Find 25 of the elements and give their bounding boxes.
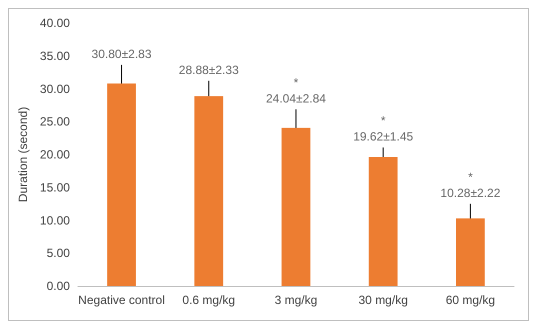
bar xyxy=(368,157,398,286)
y-tick-label: 20.00 xyxy=(40,148,70,162)
bar xyxy=(194,96,224,286)
bar xyxy=(107,83,136,286)
data-label: 28.88±2.33 xyxy=(178,62,240,77)
x-tick-label: 30 mg/kg xyxy=(358,293,408,307)
y-tick-label: 30.00 xyxy=(40,82,70,96)
data-label: * 24.04±2.84 xyxy=(266,75,326,106)
y-tick-label: 10.00 xyxy=(40,213,70,228)
data-label: * 19.62±1.45 xyxy=(353,113,414,144)
bar xyxy=(456,218,485,286)
bar xyxy=(282,128,310,286)
x-tick-label: 3 mg/kg xyxy=(274,293,318,307)
y-tick-label: 0.00 xyxy=(46,279,70,293)
y-tick-label: 5.00 xyxy=(46,246,70,260)
y-tick-label: 25.00 xyxy=(40,114,70,129)
x-tick-label: Negative control xyxy=(78,293,165,307)
data-label: * 10.28±2.22 xyxy=(440,170,501,200)
y-tick-label: 40.00 xyxy=(40,16,70,30)
y-axis-title: Duration (second) xyxy=(16,106,30,202)
data-label: 30.80±2.83 xyxy=(92,46,152,61)
y-tick-label: 15.00 xyxy=(40,180,70,194)
x-tick-label: 60 mg/kg xyxy=(446,293,496,307)
x-tick-label: 0.6 mg/kg xyxy=(182,293,236,307)
y-tick-label: 35.00 xyxy=(40,48,70,63)
